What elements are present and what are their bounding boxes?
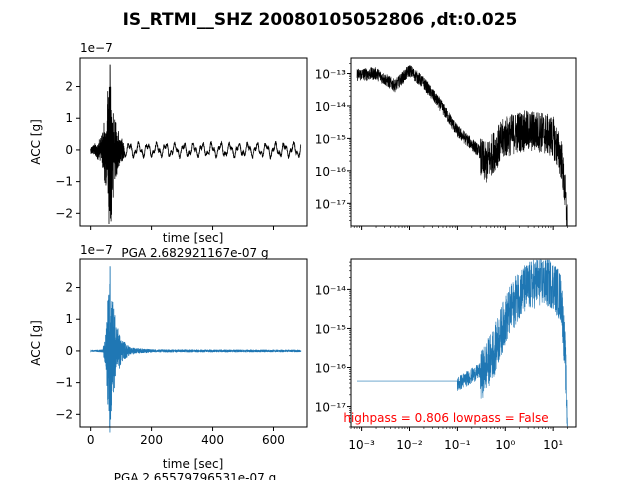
y-axis-label-bl: ACC [g]: [29, 320, 43, 366]
y-tick-label: 2: [65, 281, 73, 295]
plot-area-bl: [90, 266, 302, 433]
y-tick-label: 10⁻¹⁴: [315, 100, 346, 114]
y-ticks-tr: 10⁻¹⁷ 10⁻¹⁶ 10⁻¹⁵ 10⁻¹⁴ 10⁻¹³: [315, 63, 351, 221]
series-line: [90, 64, 302, 225]
y-tick-label: −1: [55, 376, 73, 390]
y-tick-label: 10⁻¹⁵: [315, 322, 346, 336]
axes-frame-tr: [350, 57, 577, 227]
spectrum-line: [356, 65, 568, 226]
x-tick-label: 0: [87, 433, 95, 447]
y-tick-label: 10⁻¹⁶: [315, 362, 346, 376]
y-ticks-tl: −2 −1 0 1 2: [55, 80, 80, 220]
offset-label-bl: 1e−7: [80, 243, 113, 257]
y-tick-label: −1: [55, 175, 73, 189]
x-tick-label: 200: [140, 433, 163, 447]
panel-top-right: 10⁻¹⁷ 10⁻¹⁶ 10⁻¹⁵ 10⁻¹⁴ 10⁻¹³: [315, 57, 577, 230]
series-line: [90, 266, 302, 433]
x-ticks-tl: [90, 226, 274, 230]
y-tick-label: −2: [55, 206, 73, 220]
x-ticks-br: 10⁻³ 10⁻² 10⁻¹ 10⁰ 10¹: [348, 427, 568, 452]
y-tick-label: 10⁻¹⁵: [315, 132, 346, 146]
x-ticks-tr: [350, 226, 568, 230]
panel-bottom-right: 10⁻³ 10⁻² 10⁻¹ 10⁰ 10¹ 10⁻¹⁷10⁻¹⁶10⁻¹⁵10⁻¹⁴ …: [315, 258, 577, 452]
y-tick-label: 0: [65, 344, 73, 358]
x-tick-label: 10¹: [543, 438, 563, 452]
pga-note-tl: PGA 2.682921167e-07 g: [121, 246, 268, 260]
y-tick-label: 10⁻¹⁷: [315, 197, 346, 211]
y-axis-label-tl: ACC [g]: [29, 119, 43, 165]
axes-frame-br: [350, 258, 577, 428]
y-tick-label: 10⁻¹⁴: [315, 283, 346, 297]
y-tick-label: 2: [65, 80, 73, 94]
y-ticks-br: 10⁻¹⁷ 10⁻¹⁶ 10⁻¹⁵ 10⁻¹⁴: [315, 261, 351, 428]
spectrum-line: [356, 259, 568, 427]
y-tick-label: 10⁻¹³: [315, 67, 346, 81]
y-tick-label: −2: [55, 407, 73, 421]
x-axis-label-bl: time [sec]: [163, 457, 224, 471]
axes-frame-bl: [79, 258, 308, 428]
figure-title: IS_RTMI__SHZ 20080105052806 ,dt:0.025: [123, 10, 518, 30]
x-tick-label: 10⁻³: [348, 438, 375, 452]
plot-area-br: [356, 259, 568, 427]
y-tick-label: 1: [65, 111, 73, 125]
filter-annotation: highpass = 0.806 lowpass = False: [343, 411, 548, 425]
x-ticks-bl: 0 200 400 600: [87, 427, 285, 447]
x-tick-label: 10⁻¹: [444, 438, 471, 452]
y-tick-label: 0: [65, 143, 73, 157]
y-ticks-bl: −2 −1 0 1 2: [55, 281, 80, 421]
axes-frame-tl: [79, 57, 308, 227]
panel-bottom-left: 0 200 400 600 −2 −1 0 1 2 1e−7 time [sec] ACC […: [29, 243, 308, 480]
y-tick-label: 10⁻¹⁶: [315, 165, 346, 179]
x-tick-label: 400: [201, 433, 224, 447]
y-tick-label: 10⁻¹⁷: [315, 401, 346, 415]
y-tick-label: 1: [65, 312, 73, 326]
x-tick-label: 10⁰: [495, 438, 515, 452]
x-tick-label: 600: [262, 433, 285, 447]
x-tick-label: 10⁻²: [396, 438, 423, 452]
pga-note-bl: PGA 2.65579796531e-07 g: [114, 471, 276, 480]
x-axis-label-tl: time [sec]: [163, 231, 224, 245]
panel-top-left: −2 −1 0 1 2 1e−7 time [sec] ACC [g] PGA 2.68…: [29, 41, 308, 260]
plot-area-tr: [356, 65, 568, 226]
offset-label-tl: 1e−7: [80, 41, 113, 55]
plot-area-tl: [90, 64, 302, 225]
